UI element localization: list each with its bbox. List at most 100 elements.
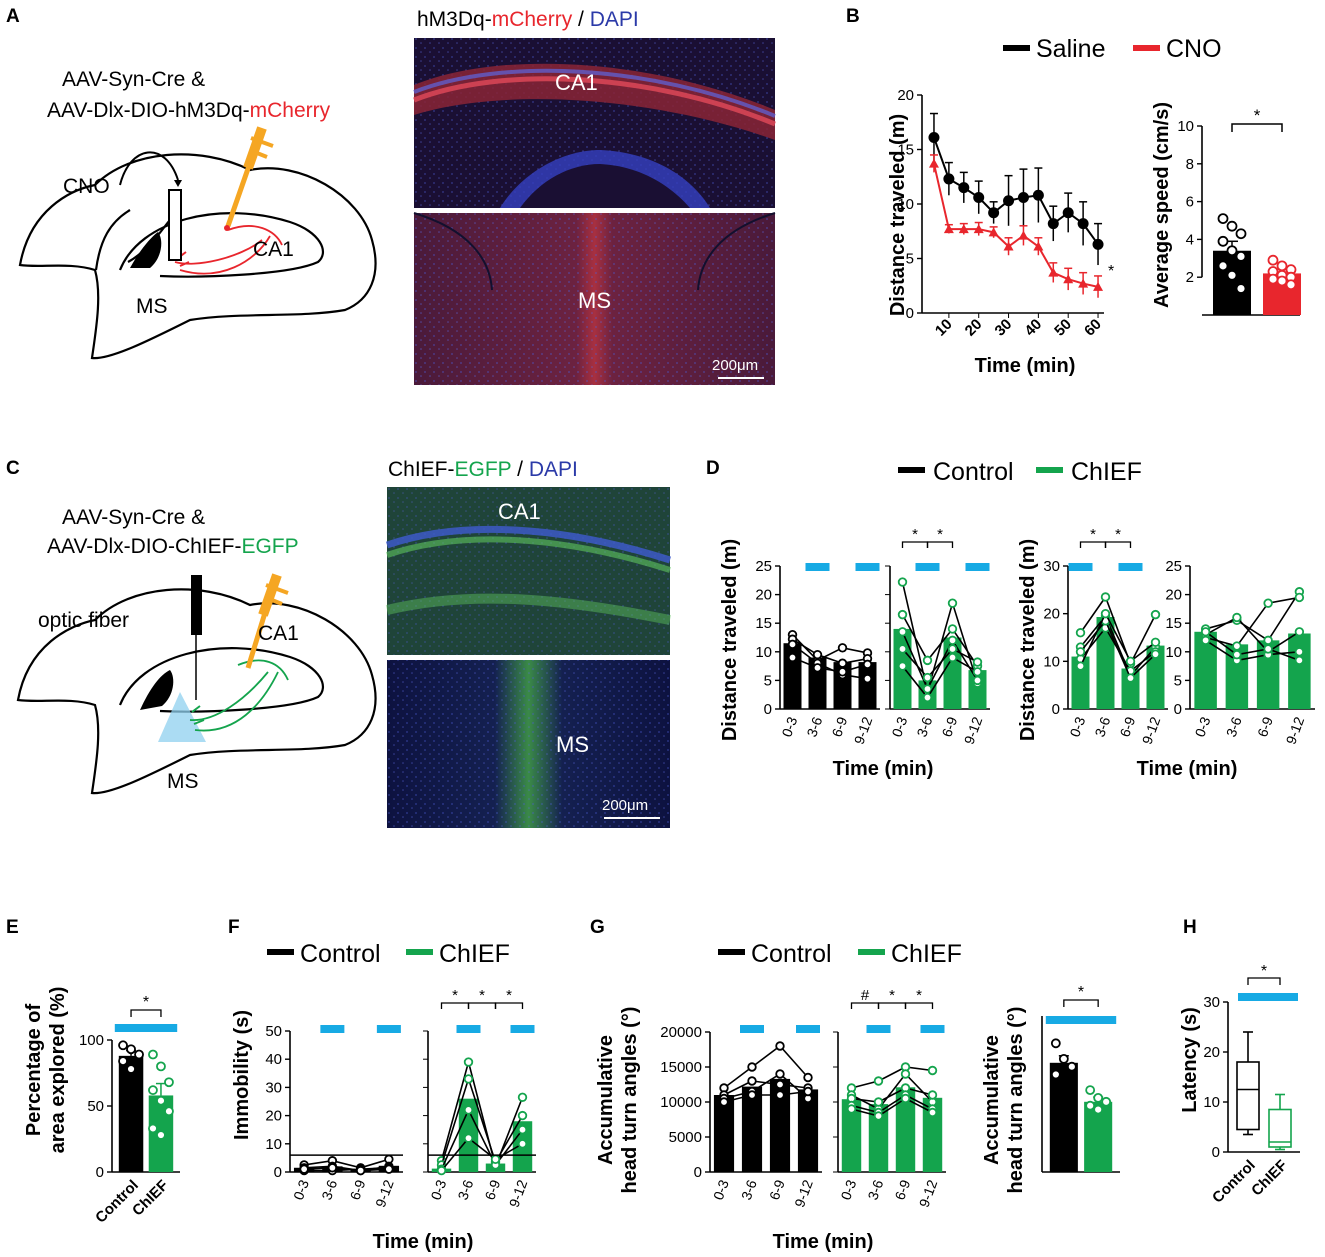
- chartF1-xtick-label: 0-3: [290, 1177, 312, 1202]
- chartG1-subject-point: [803, 1072, 813, 1083]
- chartF2-subject-line: [440, 1058, 524, 1169]
- chartE-tick-label: 50: [87, 1098, 104, 1115]
- chartG3-point: [1050, 1069, 1061, 1080]
- chart-b-point: [973, 224, 984, 234]
- chartG3-point: [1058, 1054, 1069, 1064]
- chartD1-light-bar: [805, 563, 830, 571]
- chartD1-subject-point: [787, 652, 798, 663]
- chartG1-bar: [797, 1089, 819, 1172]
- chartD3-subject-point: [1100, 592, 1111, 602]
- legend-f-control: Control: [300, 940, 381, 968]
- chartE-bar: [118, 1055, 144, 1172]
- chartG1-subject-point: [803, 1086, 813, 1097]
- chartD4-subject-line: [1205, 591, 1301, 642]
- chart-h-tick-label: 0: [1212, 1144, 1220, 1161]
- projection-a2: [179, 235, 271, 275]
- legend-d-control: Control: [933, 458, 1014, 486]
- chart-b-bar-point: [1276, 275, 1288, 287]
- chartF2-xtick-label: 3-6: [454, 1177, 476, 1202]
- chartG1-tick-label: 5000: [669, 1129, 702, 1146]
- chart-b-bar-point: [1217, 213, 1229, 225]
- micro-a-ca1-label: CA1: [555, 70, 598, 95]
- legend-f-chief: ChIEF: [439, 940, 510, 968]
- chartG2-sig-label: *: [916, 987, 922, 1004]
- chartF1-light-bar: [320, 1025, 345, 1033]
- chartD2-subject-point: [922, 684, 933, 694]
- legend-f: Control ChIEF: [267, 940, 510, 968]
- chartD1-tick-label: 0: [764, 701, 772, 718]
- chartD2-subject-line: [901, 581, 979, 693]
- chartD3-subject-line: [1079, 611, 1156, 667]
- panel-letter-d: D: [706, 458, 720, 479]
- chartD1-bar: [858, 662, 877, 709]
- panel-letter-g: G: [590, 917, 605, 938]
- chartF2-subject-point: [517, 1124, 528, 1135]
- chartF1-subject-point: [299, 1164, 309, 1174]
- chartD1-tick-label: 5: [764, 672, 772, 689]
- chartD3-sig-label: *: [1090, 526, 1096, 543]
- chartD2-sig-label: *: [937, 526, 943, 543]
- chart-b-series-line: [932, 163, 1099, 288]
- chartG2-subject-line: [851, 1066, 933, 1089]
- chartD3-tick-label: 10: [1043, 653, 1060, 670]
- chartD1-subject-point: [862, 659, 873, 670]
- chartE-point: [126, 1064, 136, 1074]
- chartG2-subject-point: [900, 1069, 911, 1079]
- chartG1-subject-point: [775, 1069, 785, 1079]
- chartE-sig: *: [143, 994, 149, 1011]
- chart-b-point: [928, 132, 940, 144]
- chart-b-point: [1063, 274, 1074, 284]
- chartD2-subject-point: [947, 635, 958, 646]
- chart-b-bar-point: [1267, 273, 1279, 285]
- chartF1-subject-point: [327, 1163, 338, 1173]
- chartD4-subject-point: [1263, 635, 1273, 646]
- micrograph-a-ca1: CA1: [413, 38, 776, 208]
- chartD4-subject-point: [1294, 627, 1305, 637]
- chart-h-box: [1236, 1061, 1260, 1131]
- chartG3-point: [1085, 1085, 1096, 1095]
- legend-d-chief: ChIEF: [1071, 458, 1142, 486]
- chartF2-xtick-label: 0-3: [427, 1177, 449, 1202]
- chartG3-point: [1050, 1038, 1061, 1049]
- chartD4-tick-label: 5: [1174, 672, 1182, 689]
- chartF2-sig-bracket: [494, 1002, 524, 1009]
- chartD2-subject-point: [897, 627, 908, 637]
- chartD2-xtick-label: 0-3: [888, 714, 910, 739]
- chartD4-bar: [1256, 640, 1280, 709]
- chartG3-point: [1085, 1100, 1096, 1111]
- chart-b-point: [928, 158, 939, 168]
- optic-fiber-label: optic fiber: [38, 609, 129, 632]
- chartF1-subject-line: [304, 1166, 389, 1172]
- construct-c-line2: AAV-Dlx-DIO-ChIEF-EGFP: [47, 535, 299, 558]
- chart-h-box: [1268, 1108, 1292, 1148]
- chartD3-light-bar: [1118, 563, 1143, 571]
- chart-b-tick-label: 0: [906, 305, 914, 322]
- chartF1-tick-label: 50: [265, 1023, 282, 1040]
- chartE-tick-label: 100: [79, 1032, 104, 1049]
- chartG1-tick-label: 10000: [660, 1094, 702, 1111]
- chartD1-subject-point: [837, 643, 848, 653]
- chartD1-subject-line: [792, 643, 868, 680]
- chartE-point: [148, 1085, 158, 1096]
- chartG2-xtick-label: 0-3: [837, 1177, 859, 1202]
- chartG1-subject-point: [775, 1041, 785, 1051]
- syringe-a: [225, 126, 274, 227]
- chartD3-xtick-label: 0-3: [1066, 714, 1088, 739]
- chartD2-subject-point: [947, 624, 958, 634]
- legend-g-chief: ChIEF: [891, 940, 962, 968]
- chart-d-ylabel-right: Distance traveled (m): [1017, 539, 1039, 741]
- chart-g-xlabel: Time (min): [773, 1231, 874, 1253]
- chart-b-xlabel: Time (min): [975, 355, 1076, 377]
- chartD4-subject-point: [1232, 641, 1242, 651]
- chart-g3-ylabel-2: head turn angles (°): [1005, 1007, 1027, 1194]
- ca1-label-c: CA1: [258, 622, 299, 645]
- chartG3-point: [1101, 1096, 1112, 1107]
- chartG2-subject-point: [873, 1097, 884, 1107]
- chartF1-xtick-label: 9-12: [372, 1177, 397, 1209]
- chartG2-bar: [922, 1097, 943, 1172]
- chartG1-subject-point: [719, 1097, 729, 1107]
- chart-b-bar-bracket: [1231, 123, 1283, 132]
- chartD4-subject-line: [1205, 616, 1300, 653]
- chartF1-tick-label: 30: [265, 1079, 282, 1096]
